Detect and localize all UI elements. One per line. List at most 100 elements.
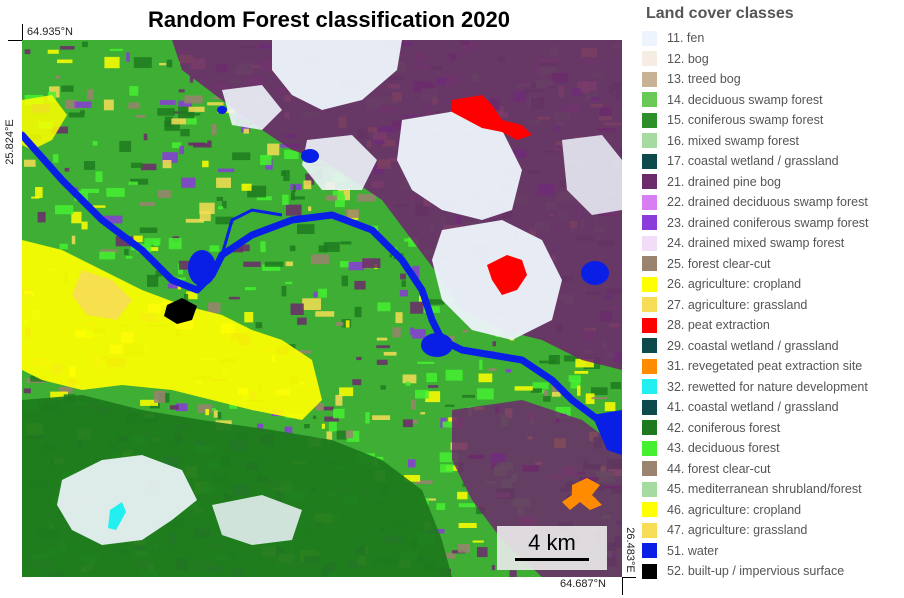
map-title: Random Forest classification 2020	[148, 7, 510, 32]
legend-swatch	[642, 563, 657, 579]
map-patch	[92, 141, 98, 146]
map-patch	[185, 218, 204, 223]
legend-swatch	[642, 379, 657, 395]
legend-label: 32. rewetted for nature development	[667, 379, 868, 394]
map-patch	[555, 406, 571, 418]
map-patch	[383, 351, 397, 356]
map-patch	[318, 245, 328, 253]
legend-swatch	[642, 235, 657, 251]
map-patch	[80, 110, 85, 114]
map-patch	[155, 270, 162, 277]
map-patch	[591, 397, 607, 400]
legend-item: 23. drained coniferous swamp forest	[642, 213, 902, 234]
map-patch	[323, 242, 340, 252]
map-patch	[303, 180, 312, 190]
map-patch	[24, 49, 31, 55]
legend-item: 42. coniferous forest	[642, 418, 902, 439]
coord-tick-right	[622, 577, 636, 578]
map-patch	[289, 245, 296, 252]
map-patch	[47, 49, 59, 54]
legend-item: 21. drained pine bog	[642, 172, 902, 193]
map-patch	[328, 421, 337, 432]
legend-label: 42. coniferous forest	[667, 420, 781, 435]
map-patch	[68, 112, 85, 118]
map-patch	[202, 160, 209, 168]
map-patch	[543, 396, 551, 402]
fen-region-nw	[302, 135, 377, 190]
map-patch	[281, 170, 286, 176]
classification-map[interactable]	[22, 40, 622, 577]
map-patch	[171, 118, 187, 125]
map-patch	[184, 293, 189, 306]
map-patch	[575, 358, 594, 368]
map-patch	[35, 187, 43, 198]
scale-bar-line	[515, 558, 589, 561]
legend-item: 24. drained mixed swamp forest	[642, 233, 902, 254]
map-patch	[81, 221, 88, 230]
map-patch	[128, 102, 140, 109]
map-patch	[260, 155, 272, 166]
map-patch	[345, 430, 353, 439]
legend-swatch	[642, 420, 657, 436]
map-patch	[420, 412, 426, 415]
map-patch	[356, 356, 362, 361]
map-patch	[304, 424, 310, 429]
map-patch	[446, 465, 462, 471]
rewetted-site	[108, 502, 126, 530]
map-patch	[241, 183, 252, 191]
map-patch	[264, 261, 284, 267]
legend-item: 47. agriculture: grassland	[642, 520, 902, 541]
map-patch	[376, 359, 388, 365]
legend-item: 14. deciduous swamp forest	[642, 90, 902, 111]
legend-item: 26. agriculture: cropland	[642, 274, 902, 295]
legend-swatch	[642, 133, 657, 149]
map-patch	[293, 350, 312, 354]
map-patch	[458, 544, 470, 553]
legend-item: 32. rewetted for nature development	[642, 377, 902, 398]
map-patch	[407, 459, 416, 468]
map-patch	[509, 570, 517, 577]
map-patch	[354, 280, 366, 290]
map-patch	[324, 416, 339, 422]
map-patch	[139, 227, 158, 233]
map-patch	[291, 196, 305, 200]
map-patch	[64, 167, 70, 172]
map-patch	[95, 171, 103, 182]
map-patch	[425, 299, 445, 305]
map-patch	[184, 95, 203, 104]
map-patch	[199, 211, 211, 222]
map-patch	[577, 385, 581, 396]
map-patch	[400, 273, 406, 280]
map-patch	[505, 369, 512, 373]
coord-top-left-latitude: 64.935°N	[27, 26, 73, 38]
map-patch	[215, 216, 234, 225]
map-patch	[57, 59, 73, 64]
map-patch	[491, 565, 495, 571]
map-patch	[178, 106, 195, 119]
map-patch	[244, 287, 256, 291]
map-patch	[410, 327, 414, 336]
map-patch	[395, 312, 403, 324]
map-patch	[100, 249, 118, 254]
legend-label: 24. drained mixed swamp forest	[667, 236, 845, 251]
map-patch	[232, 152, 251, 161]
map-patch	[103, 99, 114, 111]
map-svg	[22, 40, 622, 577]
map-patch	[197, 404, 213, 414]
legend-swatch	[642, 276, 657, 292]
map-patch	[403, 475, 421, 482]
legend-item: 22. drained deciduous swamp forest	[642, 192, 902, 213]
map-patch	[52, 154, 59, 163]
lake-east	[421, 333, 453, 357]
map-patch	[212, 96, 225, 100]
legend-swatch	[642, 399, 657, 415]
legend-item: 17. coastal wetland / grassland	[642, 151, 902, 172]
legend-swatch	[642, 71, 657, 87]
map-patch	[308, 206, 312, 211]
fen-region-far-e	[562, 135, 622, 215]
river-channel	[22, 131, 622, 439]
map-patch	[362, 258, 381, 268]
map-patch	[291, 190, 295, 201]
legend-swatch	[642, 317, 657, 333]
map-patch	[99, 251, 116, 260]
